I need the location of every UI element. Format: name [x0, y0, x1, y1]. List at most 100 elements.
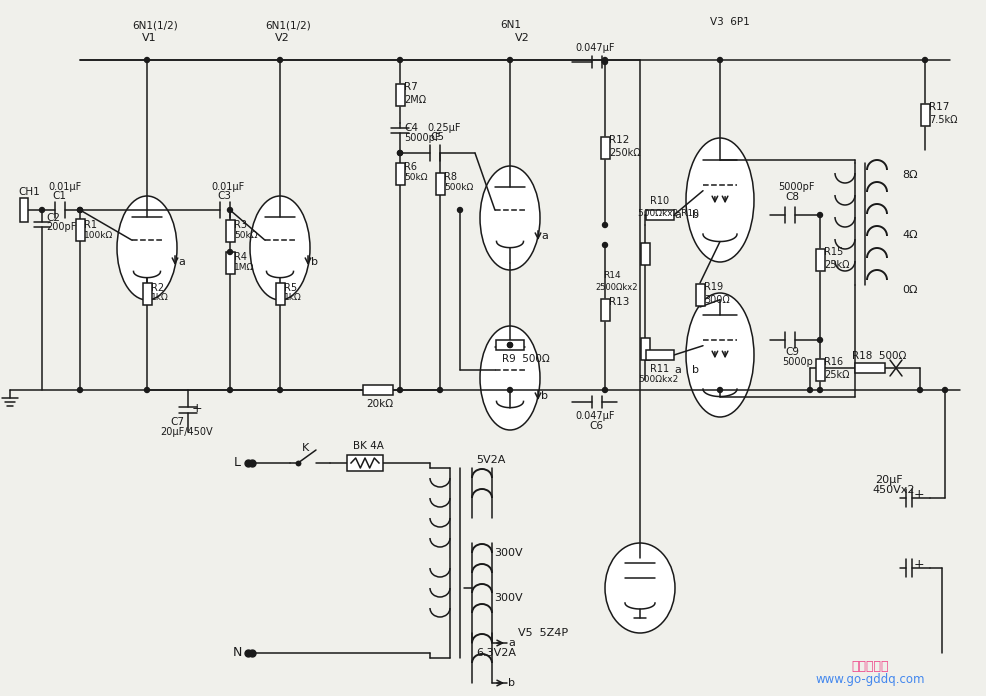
Text: 25kΩ: 25kΩ [824, 370, 850, 380]
Text: R3: R3 [234, 220, 247, 230]
Text: V5  5Z4P: V5 5Z4P [518, 628, 568, 638]
Text: R13: R13 [609, 297, 629, 307]
Circle shape [458, 207, 462, 212]
Text: R11: R11 [650, 364, 669, 374]
Text: V2: V2 [275, 33, 290, 43]
Text: R18  500Ω: R18 500Ω [852, 351, 906, 361]
Bar [143, 283, 152, 305]
Text: 7.5kΩ: 7.5kΩ [929, 115, 957, 125]
Text: C8: C8 [785, 192, 799, 202]
Text: N: N [233, 647, 242, 660]
Text: 0.047μF: 0.047μF [575, 411, 614, 421]
Circle shape [228, 249, 233, 255]
Bar [226, 220, 235, 242]
Bar [363, 385, 393, 395]
Text: 100kΩ: 100kΩ [84, 230, 113, 239]
Text: R9  500Ω: R9 500Ω [502, 354, 550, 364]
Text: a: a [541, 231, 548, 241]
Circle shape [808, 388, 812, 393]
Text: C9: C9 [785, 347, 799, 357]
Circle shape [817, 212, 822, 217]
Text: b: b [692, 210, 699, 220]
Text: V2: V2 [515, 33, 529, 43]
Bar [641, 243, 650, 265]
Text: R4: R4 [234, 252, 247, 262]
Text: 1kΩ: 1kΩ [284, 293, 302, 302]
Bar [395, 84, 404, 106]
Text: 300V: 300V [494, 593, 523, 603]
Circle shape [923, 58, 928, 63]
Text: 20μF: 20μF [875, 475, 902, 485]
Text: R19: R19 [704, 282, 723, 292]
Bar [855, 363, 885, 373]
Text: a: a [508, 638, 515, 648]
Bar [695, 284, 705, 306]
Text: BK 4A: BK 4A [353, 441, 384, 451]
Text: a: a [674, 210, 681, 220]
Text: C5: C5 [430, 132, 444, 142]
Text: 450Vx2: 450Vx2 [872, 485, 914, 495]
Text: 250kΩ: 250kΩ [609, 148, 641, 158]
Text: K: K [302, 443, 310, 453]
Text: 1MΩ: 1MΩ [234, 262, 254, 271]
Text: b: b [311, 257, 318, 267]
Text: a: a [674, 365, 681, 375]
Text: 5000pF: 5000pF [778, 182, 814, 192]
Bar [76, 219, 85, 241]
Text: 5V2A: 5V2A [476, 455, 506, 465]
Text: 300V: 300V [494, 548, 523, 558]
Text: 0.25μF: 0.25μF [427, 123, 460, 133]
Bar [20, 198, 28, 222]
Ellipse shape [686, 293, 754, 417]
Bar [646, 210, 674, 220]
Bar [646, 350, 674, 360]
Text: C7: C7 [170, 417, 184, 427]
Text: +: + [914, 489, 925, 502]
Circle shape [277, 388, 283, 393]
Text: b: b [508, 678, 515, 688]
Bar [921, 104, 930, 126]
Text: R10: R10 [650, 196, 669, 206]
Circle shape [602, 58, 607, 63]
Bar [815, 249, 824, 271]
Text: C3: C3 [217, 191, 231, 201]
Circle shape [228, 388, 233, 393]
Text: 广电电器网: 广电电器网 [851, 660, 888, 672]
Circle shape [397, 150, 402, 155]
Text: 300Ω: 300Ω [704, 295, 730, 305]
Text: 0.01μF: 0.01μF [211, 182, 245, 192]
Circle shape [145, 388, 150, 393]
Text: R7: R7 [404, 82, 418, 92]
Text: C1: C1 [52, 191, 66, 201]
Circle shape [508, 342, 513, 347]
Text: R17: R17 [929, 102, 950, 112]
Text: 6N1(1/2): 6N1(1/2) [265, 20, 311, 30]
Text: 2MΩ: 2MΩ [404, 95, 426, 105]
Text: R1: R1 [84, 220, 97, 230]
Text: R12: R12 [609, 135, 629, 145]
Circle shape [145, 58, 150, 63]
Circle shape [78, 207, 83, 212]
Bar [600, 299, 609, 321]
Circle shape [817, 338, 822, 342]
Text: 4Ω: 4Ω [902, 230, 918, 240]
Circle shape [718, 58, 723, 63]
Bar [815, 359, 824, 381]
Circle shape [397, 388, 402, 393]
Circle shape [817, 388, 822, 393]
Text: V3  6P1: V3 6P1 [710, 17, 749, 27]
Circle shape [397, 58, 402, 63]
Text: www.go-gddq.com: www.go-gddq.com [815, 674, 925, 686]
Text: R16: R16 [824, 357, 843, 367]
Circle shape [397, 150, 402, 155]
Text: 500Ωkx2: 500Ωkx2 [638, 376, 678, 384]
Bar [275, 283, 285, 305]
Circle shape [602, 242, 607, 248]
Text: CH1: CH1 [18, 187, 39, 197]
Text: 200pF: 200pF [46, 222, 76, 232]
Text: R8: R8 [444, 172, 457, 182]
Ellipse shape [117, 196, 177, 300]
Text: +: + [914, 558, 925, 571]
Text: L: L [234, 457, 241, 470]
Ellipse shape [250, 196, 310, 300]
